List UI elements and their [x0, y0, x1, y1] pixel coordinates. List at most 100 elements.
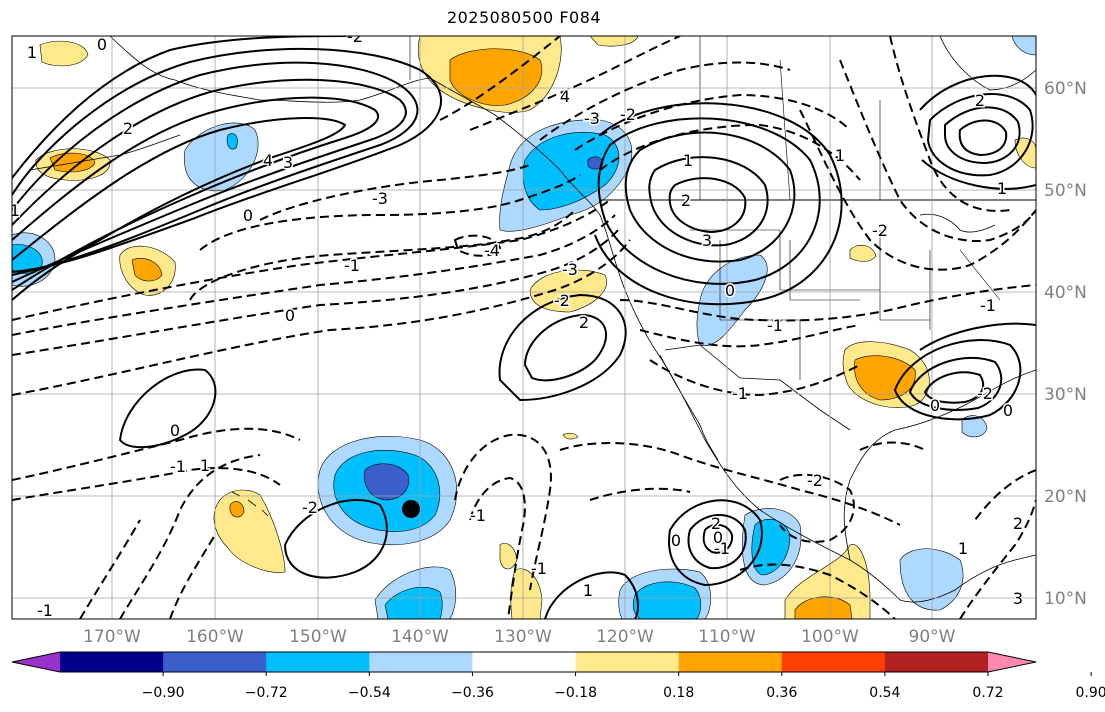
negative-anomaly-blob [183, 122, 259, 192]
solid-contour [283, 499, 388, 579]
colorbar-outline [11, 651, 1037, 673]
contour-value-label: -2 [872, 221, 888, 240]
lon-label: 110°W [698, 627, 756, 647]
contour-value-label: 1 [583, 581, 593, 600]
solid-contour [523, 313, 608, 382]
contour-value-label: 0 [671, 531, 681, 550]
contour-value-label: -2 [347, 27, 363, 46]
contour-value-label: -1 [732, 384, 748, 403]
dashed-contour [974, 469, 1036, 521]
colorbar-tick-label: 0.90 [1076, 685, 1105, 701]
solid-contour [926, 93, 1034, 177]
solid-contour [498, 293, 627, 402]
us-mexico-border [664, 344, 851, 431]
gulf-coast [843, 369, 1036, 561]
lon-label: 140°W [391, 627, 449, 647]
solid-contour [908, 356, 1003, 411]
positive-anomaly-blob [229, 501, 245, 518]
dashed-contour [12, 227, 621, 356]
negative-anomaly-blob [587, 156, 604, 170]
colorbar-extend-high [988, 652, 1036, 672]
solid-contour [12, 117, 347, 301]
contour-value-label: -2 [807, 471, 823, 490]
lat-label: 40°N [1044, 283, 1087, 303]
contour-value-label: 1 [27, 43, 37, 62]
lat-label: 20°N [1044, 487, 1087, 507]
positive-anomaly-blob [131, 258, 163, 282]
dashed-contour [79, 519, 141, 619]
solid-contour [944, 106, 1021, 165]
lat-label: 60°N [1044, 79, 1087, 99]
negative-anomaly-blob [696, 254, 768, 347]
negative-anomaly-blob [1011, 36, 1036, 56]
solid-contour [12, 61, 419, 276]
contour-value-label: 2 [1013, 514, 1023, 533]
colorbar-extend-low [12, 652, 60, 672]
positive-anomaly-blob [1014, 137, 1036, 169]
dashed-contour [12, 239, 631, 396]
contour-value-label: -2 [977, 384, 993, 403]
storm-center-marker [402, 500, 420, 518]
colorbar-tick-label: 0.18 [663, 685, 694, 701]
contour-value-label: 1 [683, 151, 693, 170]
negative-anomaly-blob [364, 463, 410, 501]
colorbar-tick-labels: −0.90 −0.72 −0.54 −0.36 −0.18 0.18 0.36 0.54 0.7… [142, 672, 1105, 701]
dashed-contour [454, 433, 552, 591]
solid-contour [12, 47, 443, 273]
solid-contour [893, 339, 1022, 421]
dashed-contour [959, 499, 1036, 619]
lon-label: 90°W [909, 627, 956, 647]
colorbar [11, 651, 1037, 673]
contour-value-label: -2 [554, 291, 570, 310]
dashed-contour [12, 199, 611, 321]
contour-value-label: 4 [263, 151, 273, 170]
dashed-contour [539, 61, 791, 141]
negative-anomaly-blob [384, 586, 443, 619]
colorbar-tick-label: 0.72 [972, 685, 1003, 701]
contour-value-label: -1 [767, 316, 783, 335]
contour-value-label: 2 [579, 313, 589, 332]
contour-value-label: 1 [200, 456, 210, 475]
positive-contours [12, 36, 1036, 619]
dashed-contour [589, 487, 691, 501]
solid-contour [648, 156, 769, 247]
colorbar-segment [266, 652, 370, 672]
contour-value-label: -1 [714, 539, 730, 558]
contour-value-label: -2 [302, 498, 318, 517]
dashed-contour [453, 234, 502, 257]
negative-anomaly-blob [226, 133, 238, 150]
colorbar-tick-label: −0.72 [245, 685, 288, 701]
contour-value-label: -3 [584, 109, 600, 128]
dashed-contour [12, 214, 616, 336]
colorbar-segment [472, 652, 577, 672]
dashed-contour [889, 36, 1011, 212]
dashed-contour [189, 209, 576, 301]
solid-contour [668, 499, 763, 587]
dashed-contour [259, 164, 531, 221]
negative-anomaly-blob [961, 415, 988, 438]
negative-anomaly-blob [632, 581, 702, 619]
contour-value-label: 0 [243, 206, 253, 225]
contour-value-label: -3 [562, 260, 578, 279]
contour-value-label: 2 [711, 514, 721, 533]
lon-label: 160°W [186, 627, 244, 647]
dashed-contour [169, 534, 216, 619]
dashed-contour [859, 441, 926, 451]
contour-value-label: 0 [713, 528, 723, 547]
solid-contour [624, 131, 796, 263]
positive-anomaly-blob [562, 432, 579, 440]
contour-value-label: -1 [980, 296, 996, 315]
contour-value-label: 3 [702, 231, 712, 250]
lon-label: 150°W [289, 627, 347, 647]
contour-value-label: 0 [725, 281, 735, 300]
contour-labels: 1 0234-1-2-3-401234-2-30-1210-1-10-22-20-… [4, 27, 1025, 619]
contour-value-label: 4 [560, 87, 570, 106]
contour-value-label: 0 [930, 396, 940, 415]
contour-value-label: -1 [4, 201, 20, 220]
dashed-contour [649, 359, 861, 397]
contour-value-label: 0 [1003, 401, 1013, 420]
solid-contour [594, 102, 843, 306]
contour-value-label: 1 [997, 179, 1007, 198]
longitude-labels: 170°W 160°W 150°W 140°W 130°W 120°W 110°… [83, 627, 956, 647]
